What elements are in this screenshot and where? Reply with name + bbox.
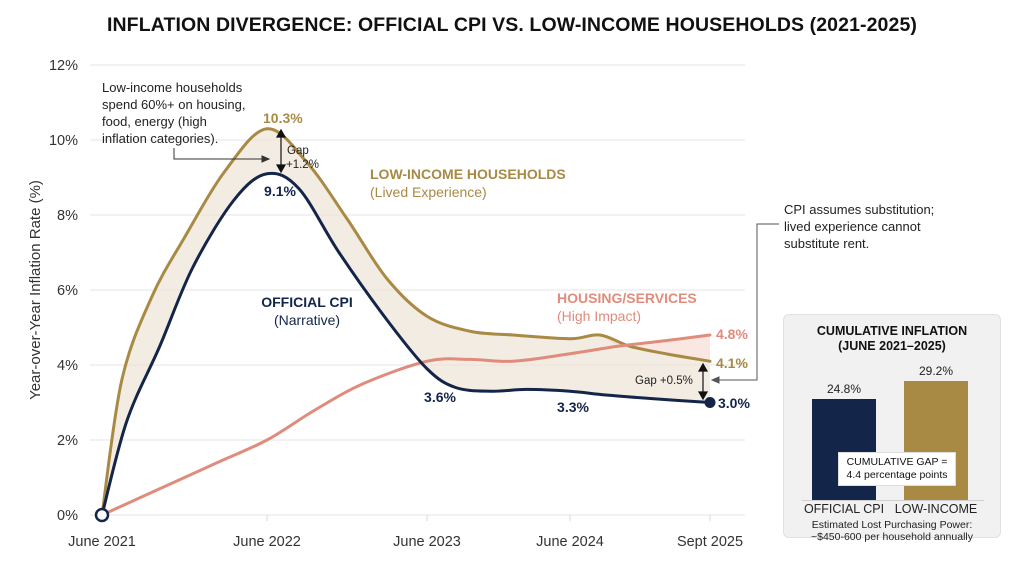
- series-lines: [100, 127, 712, 517]
- inset-footnote-line1: Estimated Lost Purchasing Power:: [811, 519, 973, 531]
- cumulative-gap-callout: CUMULATIVE GAP = 4.4 percentage points: [838, 452, 956, 486]
- peak-gap-arrow: [275, 128, 287, 174]
- x-axis-ticks: June 2021 June 2022 June 2023 June 2024 Sept…: [68, 515, 743, 550]
- left-note-line: inflation categories).: [102, 131, 218, 146]
- value-label-low-income-end: 4.1%: [716, 355, 748, 371]
- x-tick-label: June 2022: [233, 534, 301, 550]
- gap-shaded-area: [102, 128, 710, 516]
- y-axis-ticks: 0% 2% 4% 6% 8% 10% 12%: [49, 58, 78, 524]
- inset-title-line2: (JUNE 2021–2025): [838, 339, 946, 353]
- x-tick-label: Sept 2025: [677, 534, 743, 550]
- inset-title: CUMULATIVE INFLATION (JUNE 2021–2025): [784, 324, 1000, 354]
- right-note-arrow: [710, 223, 779, 384]
- left-note-line: food, energy (high: [102, 114, 207, 129]
- y-tick-label: 8%: [57, 208, 78, 224]
- x-tick-label: June 2024: [536, 534, 604, 550]
- right-note-line: lived experience cannot: [784, 219, 921, 234]
- series-sublabel-official-cpi: (Narrative): [274, 312, 340, 328]
- cumulative-gap-line1: CUMULATIVE GAP =: [846, 456, 948, 468]
- inset-footnote: Estimated Lost Purchasing Power: ~$450-6…: [784, 519, 1000, 543]
- inset-baseline: [802, 500, 984, 501]
- value-label-cpi-2024: 3.3%: [557, 399, 589, 415]
- right-note-line: CPI assumes substitution;: [784, 202, 934, 217]
- low-income-line: [100, 127, 712, 517]
- cumulative-inflation-inset: CUMULATIVE INFLATION (JUNE 2021–2025) 24…: [783, 314, 1001, 543]
- series-label-housing: HOUSING/SERVICES: [557, 290, 697, 306]
- x-tick-label: June 2021: [68, 534, 136, 550]
- inset-category-label: LOW-INCOME: [894, 502, 978, 516]
- value-label-cpi-2023: 3.6%: [424, 389, 456, 405]
- end-gap-arrow: [697, 362, 709, 401]
- y-tick-label: 6%: [57, 283, 78, 299]
- endpoint-markers: [94, 397, 716, 523]
- chart-title: INFLATION DIVERGENCE: OFFICIAL CPI VS. L…: [106, 14, 917, 36]
- left-note-line: Low-income households: [102, 80, 243, 95]
- right-note: CPI assumes substitution; lived experien…: [784, 202, 934, 251]
- peak-gap-label: Gap: [287, 145, 309, 157]
- series-sublabel-housing: (High Impact): [557, 308, 641, 324]
- inset-title-line1: CUMULATIVE INFLATION: [816, 324, 968, 338]
- peak-gap-value: +1.2%: [286, 159, 319, 171]
- cpi-end-point-marker: [704, 397, 716, 408]
- series-label-low-income: LOW-INCOME HOUSEHOLDS: [370, 166, 566, 182]
- left-note: Low-income households spend 60%+ on hous…: [102, 80, 245, 146]
- housing-shaded-area: [599, 335, 710, 362]
- end-gap-label: Gap +0.5%: [635, 375, 693, 387]
- series-label-official-cpi: OFFICIAL CPI: [261, 294, 353, 310]
- inset-bar-value-label: 24.8%: [826, 382, 862, 397]
- series-sublabel-low-income: (Lived Experience): [370, 184, 487, 200]
- y-tick-label: 4%: [57, 358, 78, 374]
- inset-category-label: OFFICIAL CPI: [803, 502, 885, 516]
- value-label-cpi-end: 3.0%: [718, 395, 750, 411]
- official-cpi-line: [100, 171, 712, 517]
- y-tick-label: 2%: [57, 433, 78, 449]
- y-tick-label: 10%: [49, 133, 78, 149]
- inset-bar-value-label: 29.2%: [918, 364, 954, 379]
- start-point-marker: [94, 507, 110, 523]
- housing-services-line: [100, 333, 712, 517]
- y-axis-label: Year-over-Year Inflation Rate (%): [27, 180, 44, 400]
- y-tick-label: 0%: [57, 508, 78, 524]
- right-note-line: substitute rent.: [784, 236, 869, 251]
- inset-footnote-line2: ~$450-600 per household annually: [810, 531, 973, 543]
- value-label-low-income-peak: 10.3%: [263, 110, 303, 126]
- cumulative-gap-line2: 4.4 percentage points: [846, 469, 948, 481]
- value-label-housing-end: 4.8%: [716, 326, 748, 342]
- x-tick-label: June 2023: [393, 534, 461, 550]
- y-tick-label: 12%: [49, 58, 78, 74]
- left-note-line: spend 60%+ on housing,: [102, 97, 245, 112]
- value-label-cpi-peak: 9.1%: [264, 183, 296, 199]
- left-note-arrow: [173, 148, 271, 163]
